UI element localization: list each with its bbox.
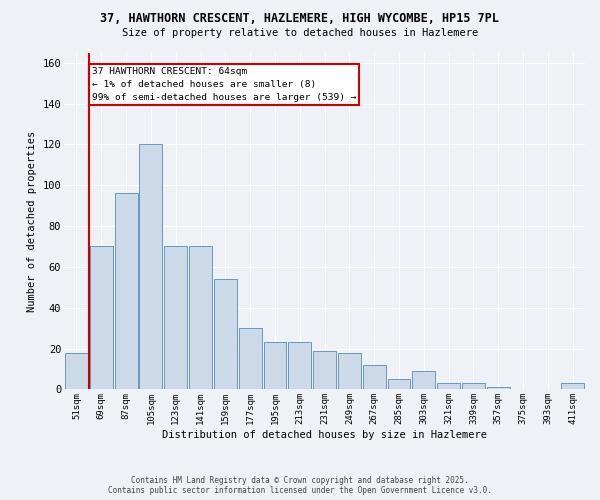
Bar xyxy=(214,279,237,390)
Text: 37, HAWTHORN CRESCENT, HAZLEMERE, HIGH WYCOMBE, HP15 7PL: 37, HAWTHORN CRESCENT, HAZLEMERE, HIGH W… xyxy=(101,12,499,26)
Bar xyxy=(487,388,509,390)
Bar xyxy=(388,379,410,390)
Bar xyxy=(313,350,336,390)
Bar xyxy=(289,342,311,390)
Bar xyxy=(561,384,584,390)
Bar xyxy=(139,144,163,390)
Text: Contains HM Land Registry data © Crown copyright and database right 2025.
Contai: Contains HM Land Registry data © Crown c… xyxy=(108,476,492,495)
Bar xyxy=(412,371,435,390)
Bar xyxy=(239,328,262,390)
Bar xyxy=(90,246,113,390)
Text: 37 HAWTHORN CRESCENT: 64sqm
← 1% of detached houses are smaller (8)
99% of semi-: 37 HAWTHORN CRESCENT: 64sqm ← 1% of deta… xyxy=(92,67,356,102)
Y-axis label: Number of detached properties: Number of detached properties xyxy=(27,130,37,312)
Text: Size of property relative to detached houses in Hazlemere: Size of property relative to detached ho… xyxy=(122,28,478,38)
Bar xyxy=(363,365,386,390)
Bar xyxy=(189,246,212,390)
Bar xyxy=(115,194,137,390)
Bar xyxy=(263,342,286,390)
Bar xyxy=(338,352,361,390)
Bar xyxy=(437,384,460,390)
Bar xyxy=(462,384,485,390)
X-axis label: Distribution of detached houses by size in Hazlemere: Distribution of detached houses by size … xyxy=(162,430,487,440)
Bar xyxy=(164,246,187,390)
Bar xyxy=(65,352,88,390)
